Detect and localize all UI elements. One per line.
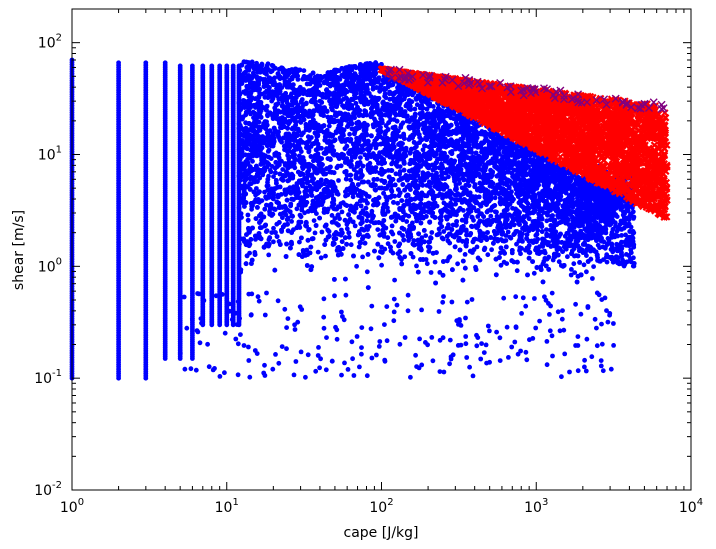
blue-point <box>428 270 434 275</box>
blue-point <box>420 147 426 153</box>
blue-point <box>285 153 291 158</box>
blue-point <box>266 252 272 258</box>
blue-point <box>485 252 491 258</box>
blue-point <box>581 262 587 268</box>
blue-point <box>224 63 230 69</box>
blue-point <box>424 261 430 267</box>
blue-point <box>344 222 350 227</box>
blue-point <box>432 259 438 265</box>
blue-point <box>271 239 276 245</box>
blue-point <box>414 263 419 269</box>
blue-point <box>375 227 381 233</box>
blue-point <box>488 213 494 219</box>
blue-point <box>595 242 601 248</box>
blue-point <box>584 269 589 275</box>
blue-point <box>569 267 574 272</box>
blue-point <box>568 272 574 278</box>
blue-point <box>116 60 121 66</box>
blue-point <box>230 63 236 69</box>
blue-point <box>143 60 149 66</box>
blue-point <box>348 242 354 248</box>
blue-point <box>271 225 276 231</box>
blue-point <box>591 264 596 269</box>
blue-point <box>265 149 271 154</box>
blue-point <box>318 255 324 261</box>
blue-point <box>477 257 483 263</box>
blue-point <box>456 238 461 243</box>
blue-point <box>200 63 206 69</box>
blue-point <box>369 133 374 139</box>
blue-point <box>455 261 460 267</box>
blue-point <box>514 268 520 274</box>
blue-point <box>525 201 531 207</box>
blue-point <box>323 253 328 259</box>
blue-point <box>565 254 570 260</box>
blue-point <box>462 252 468 257</box>
blue-point <box>236 80 242 86</box>
blue-point <box>504 261 510 266</box>
blue-point <box>542 248 547 254</box>
blue-point <box>360 254 365 260</box>
blue-point <box>326 123 332 129</box>
blue-point <box>390 250 396 256</box>
blue-point <box>524 245 530 251</box>
blue-point <box>590 276 595 281</box>
blue-point <box>217 63 223 69</box>
blue-point <box>358 155 363 161</box>
blue-point <box>492 209 498 215</box>
blue-point <box>177 63 183 69</box>
blue-point <box>505 229 511 235</box>
blue-point <box>315 249 321 255</box>
blue-point <box>507 234 513 240</box>
blue-point <box>190 63 195 69</box>
blue-point <box>392 277 397 283</box>
blue-point <box>280 210 286 216</box>
blue-point <box>339 209 345 215</box>
blue-point <box>162 60 168 66</box>
blue-point <box>338 163 344 169</box>
blue-point <box>319 229 325 235</box>
blue-point <box>245 212 251 218</box>
blue-point <box>404 219 410 224</box>
blue-point <box>489 247 494 253</box>
blue-point <box>209 63 215 69</box>
blue-point <box>402 254 408 260</box>
blue-point <box>329 213 335 218</box>
blue-point <box>395 200 401 206</box>
blue-point <box>364 269 370 275</box>
blue-point <box>429 230 435 235</box>
blue-point <box>379 262 384 268</box>
blue-point <box>422 143 427 149</box>
blue-point <box>354 263 359 269</box>
blue-point <box>498 262 504 268</box>
blue-point <box>239 154 245 159</box>
blue-point <box>336 178 341 183</box>
blue-point <box>305 134 311 140</box>
blue-point <box>518 251 523 257</box>
blue-point <box>531 270 537 276</box>
